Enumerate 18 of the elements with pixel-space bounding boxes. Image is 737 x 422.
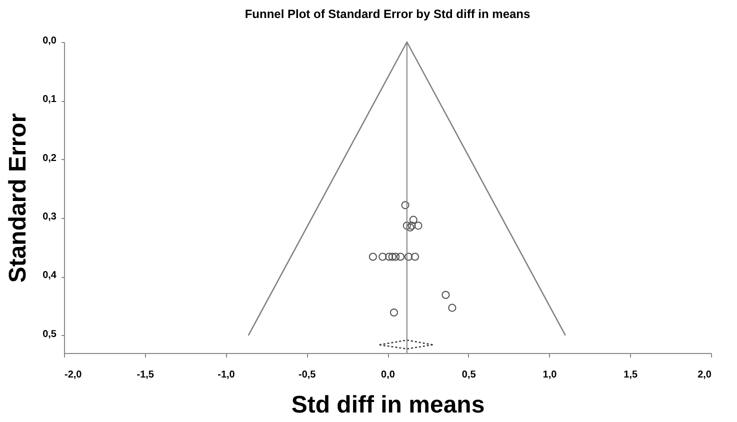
x-tick-label: 0,5 (462, 370, 476, 380)
y-tick-label: 0,4 (42, 270, 57, 282)
x-tick-label: 1,5 (624, 370, 638, 380)
x-tick-label: 0,0 (381, 370, 396, 380)
x-tick-label: -0,5 (298, 370, 316, 380)
y-tick-label: 0,5 (42, 328, 57, 340)
x-tick-label: -2,0 (64, 370, 82, 380)
x-tick-label: 1,0 (542, 370, 558, 380)
y-axis-title: Standard Error (4, 113, 32, 283)
chart-title: Funnel Plot of Standard Error by Std diff in means (244, 7, 530, 21)
x-axis-title: Std diff in means (291, 392, 485, 418)
y-tick-label: 0,2 (42, 152, 57, 164)
x-tick-label: 2,0 (698, 370, 712, 380)
x-tick-label: -1,5 (136, 370, 154, 380)
y-tick-label: 0,0 (42, 36, 57, 46)
x-tick-label: -1,0 (218, 370, 236, 380)
y-tick-label: 0,3 (42, 212, 57, 223)
y-tick-label: 0,1 (42, 94, 57, 106)
